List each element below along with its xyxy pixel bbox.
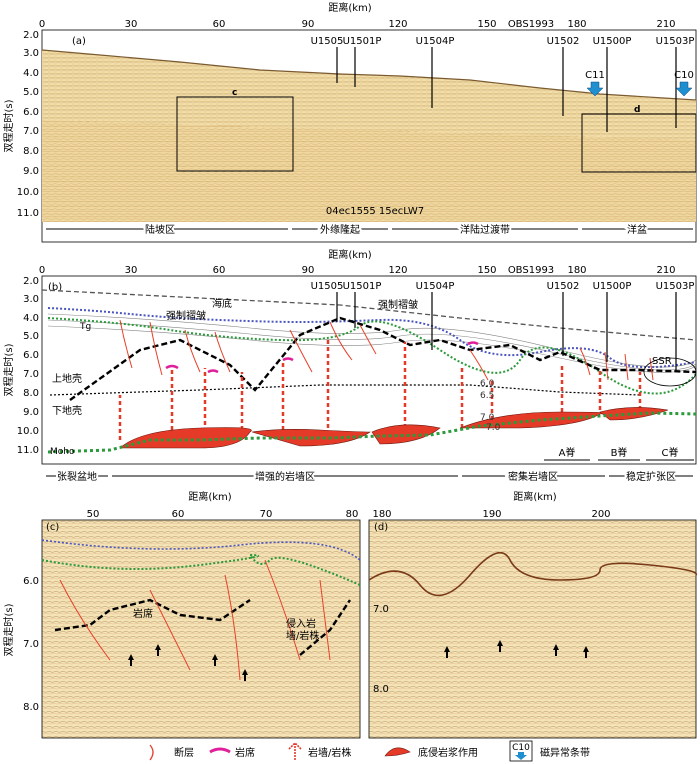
panel-a-box-d <box>581 113 697 173</box>
box-c-label: c <box>232 88 237 98</box>
tick-0: 0 <box>39 19 45 30</box>
tick-120: 120 <box>388 19 407 30</box>
well-u1502: U1502 <box>547 36 580 47</box>
tick-180: 180 <box>567 19 586 30</box>
ytick: 4.0 <box>23 68 39 79</box>
panel-a-y-ticks: 2.0 3.0 4.0 5.0 6.0 7.0 8.0 9.0 10.0 11.… <box>17 30 39 219</box>
well-u1505: U1505 <box>311 36 344 47</box>
ytick: 11.0 <box>17 208 39 219</box>
tick-60: 60 <box>213 19 226 30</box>
panel-a-wells: U1505 U1501P U1504P U1502 U1500P U1503P <box>311 36 695 47</box>
panel-a-c10: C10 <box>674 70 694 81</box>
c10-arrow-icon <box>675 81 693 97</box>
well-u1500p: U1500P <box>593 36 632 47</box>
panel-a-c11: C11 <box>585 70 605 81</box>
zone-outer-rise: 外缘隆起 <box>320 223 360 236</box>
ytick: 6.0 <box>23 107 39 118</box>
tick-30: 30 <box>125 19 138 30</box>
zone-basin: 洋盆 <box>627 223 647 236</box>
panel-a-profiles: 04ec1555 15ecLW7 <box>326 206 424 217</box>
ytick: 7.0 <box>23 126 39 137</box>
ytick: 5.0 <box>23 87 39 98</box>
panel-a-obs: OBS1993 <box>508 19 554 30</box>
zone-slope: 陆坡区 <box>145 223 175 236</box>
panel-a-x-axis-title: 距离(km) <box>328 1 371 14</box>
well-u1503p: U1503P <box>656 36 695 47</box>
c11-arrow-icon <box>586 81 604 97</box>
ytick: 3.0 <box>23 48 39 59</box>
ytick: 10.0 <box>17 187 39 198</box>
ytick: 8.0 <box>23 146 39 157</box>
box-d-label: d <box>634 105 640 115</box>
ytick: 2.0 <box>23 30 39 41</box>
panel-a-label: (a) <box>72 36 86 47</box>
zone-transition: 洋陆过渡带 <box>460 223 510 236</box>
panel-a-x-ticks: 0 30 60 90 120 150 180 210 <box>39 19 676 30</box>
tick-210: 210 <box>656 19 675 30</box>
well-u1501p: U1501P <box>343 36 382 47</box>
panel-a-y-axis-title: 双程走时(s) <box>3 99 15 152</box>
tick-150: 150 <box>477 19 496 30</box>
ytick: 9.0 <box>23 166 39 177</box>
well-u1504p: U1504P <box>416 36 455 47</box>
tick-90: 90 <box>302 19 315 30</box>
panel-a-box-c <box>176 96 294 172</box>
panel-a-seafloor <box>41 49 697 101</box>
